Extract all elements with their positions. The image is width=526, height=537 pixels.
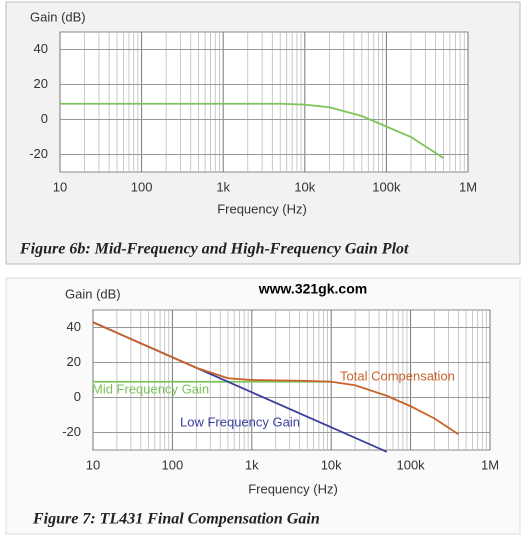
y-tick-label: 0 (41, 111, 48, 126)
series-label: Low Frequency Gain (180, 414, 300, 429)
x-tick-label: 10k (294, 179, 315, 194)
x-tick-label: 100k (372, 179, 401, 194)
y-axis-label: Gain (dB) (65, 286, 121, 301)
series-label: Mid Frequency Gain (92, 381, 209, 396)
caption: Figure 6b: Mid-Frequency and High-Freque… (19, 241, 409, 258)
x-tick-label: 100k (396, 457, 425, 472)
x-axis-label: Frequency (Hz) (217, 201, 307, 216)
x-tick-label: 1k (245, 457, 259, 472)
plot-area (59, 31, 469, 173)
y-tick-label: 20 (67, 354, 81, 369)
y-tick-label: -20 (29, 146, 48, 161)
x-tick-label: 10k (321, 457, 342, 472)
watermark: www.321gk.com (258, 281, 367, 297)
y-tick-label: 40 (34, 41, 48, 56)
series-line (60, 102, 444, 159)
x-tick-label: 1M (481, 457, 499, 472)
x-tick-label: 100 (131, 179, 153, 194)
x-tick-label: 10 (86, 457, 100, 472)
y-tick-label: -20 (62, 424, 81, 439)
x-axis-label: Frequency (Hz) (248, 481, 338, 496)
y-tick-label: 0 (74, 389, 81, 404)
x-tick-label: 1k (216, 179, 230, 194)
caption: Figure 7: TL431 Final Compensation Gain (32, 511, 320, 528)
x-tick-label: 100 (162, 457, 184, 472)
x-tick-label: 10 (53, 179, 67, 194)
y-tick-label: 40 (67, 319, 81, 334)
y-axis-label: Gain (dB) (30, 9, 86, 24)
series-label: Total Compensation (340, 368, 455, 383)
x-tick-label: 1M (459, 179, 477, 194)
y-tick-label: 20 (34, 76, 48, 91)
series-line (92, 321, 459, 436)
